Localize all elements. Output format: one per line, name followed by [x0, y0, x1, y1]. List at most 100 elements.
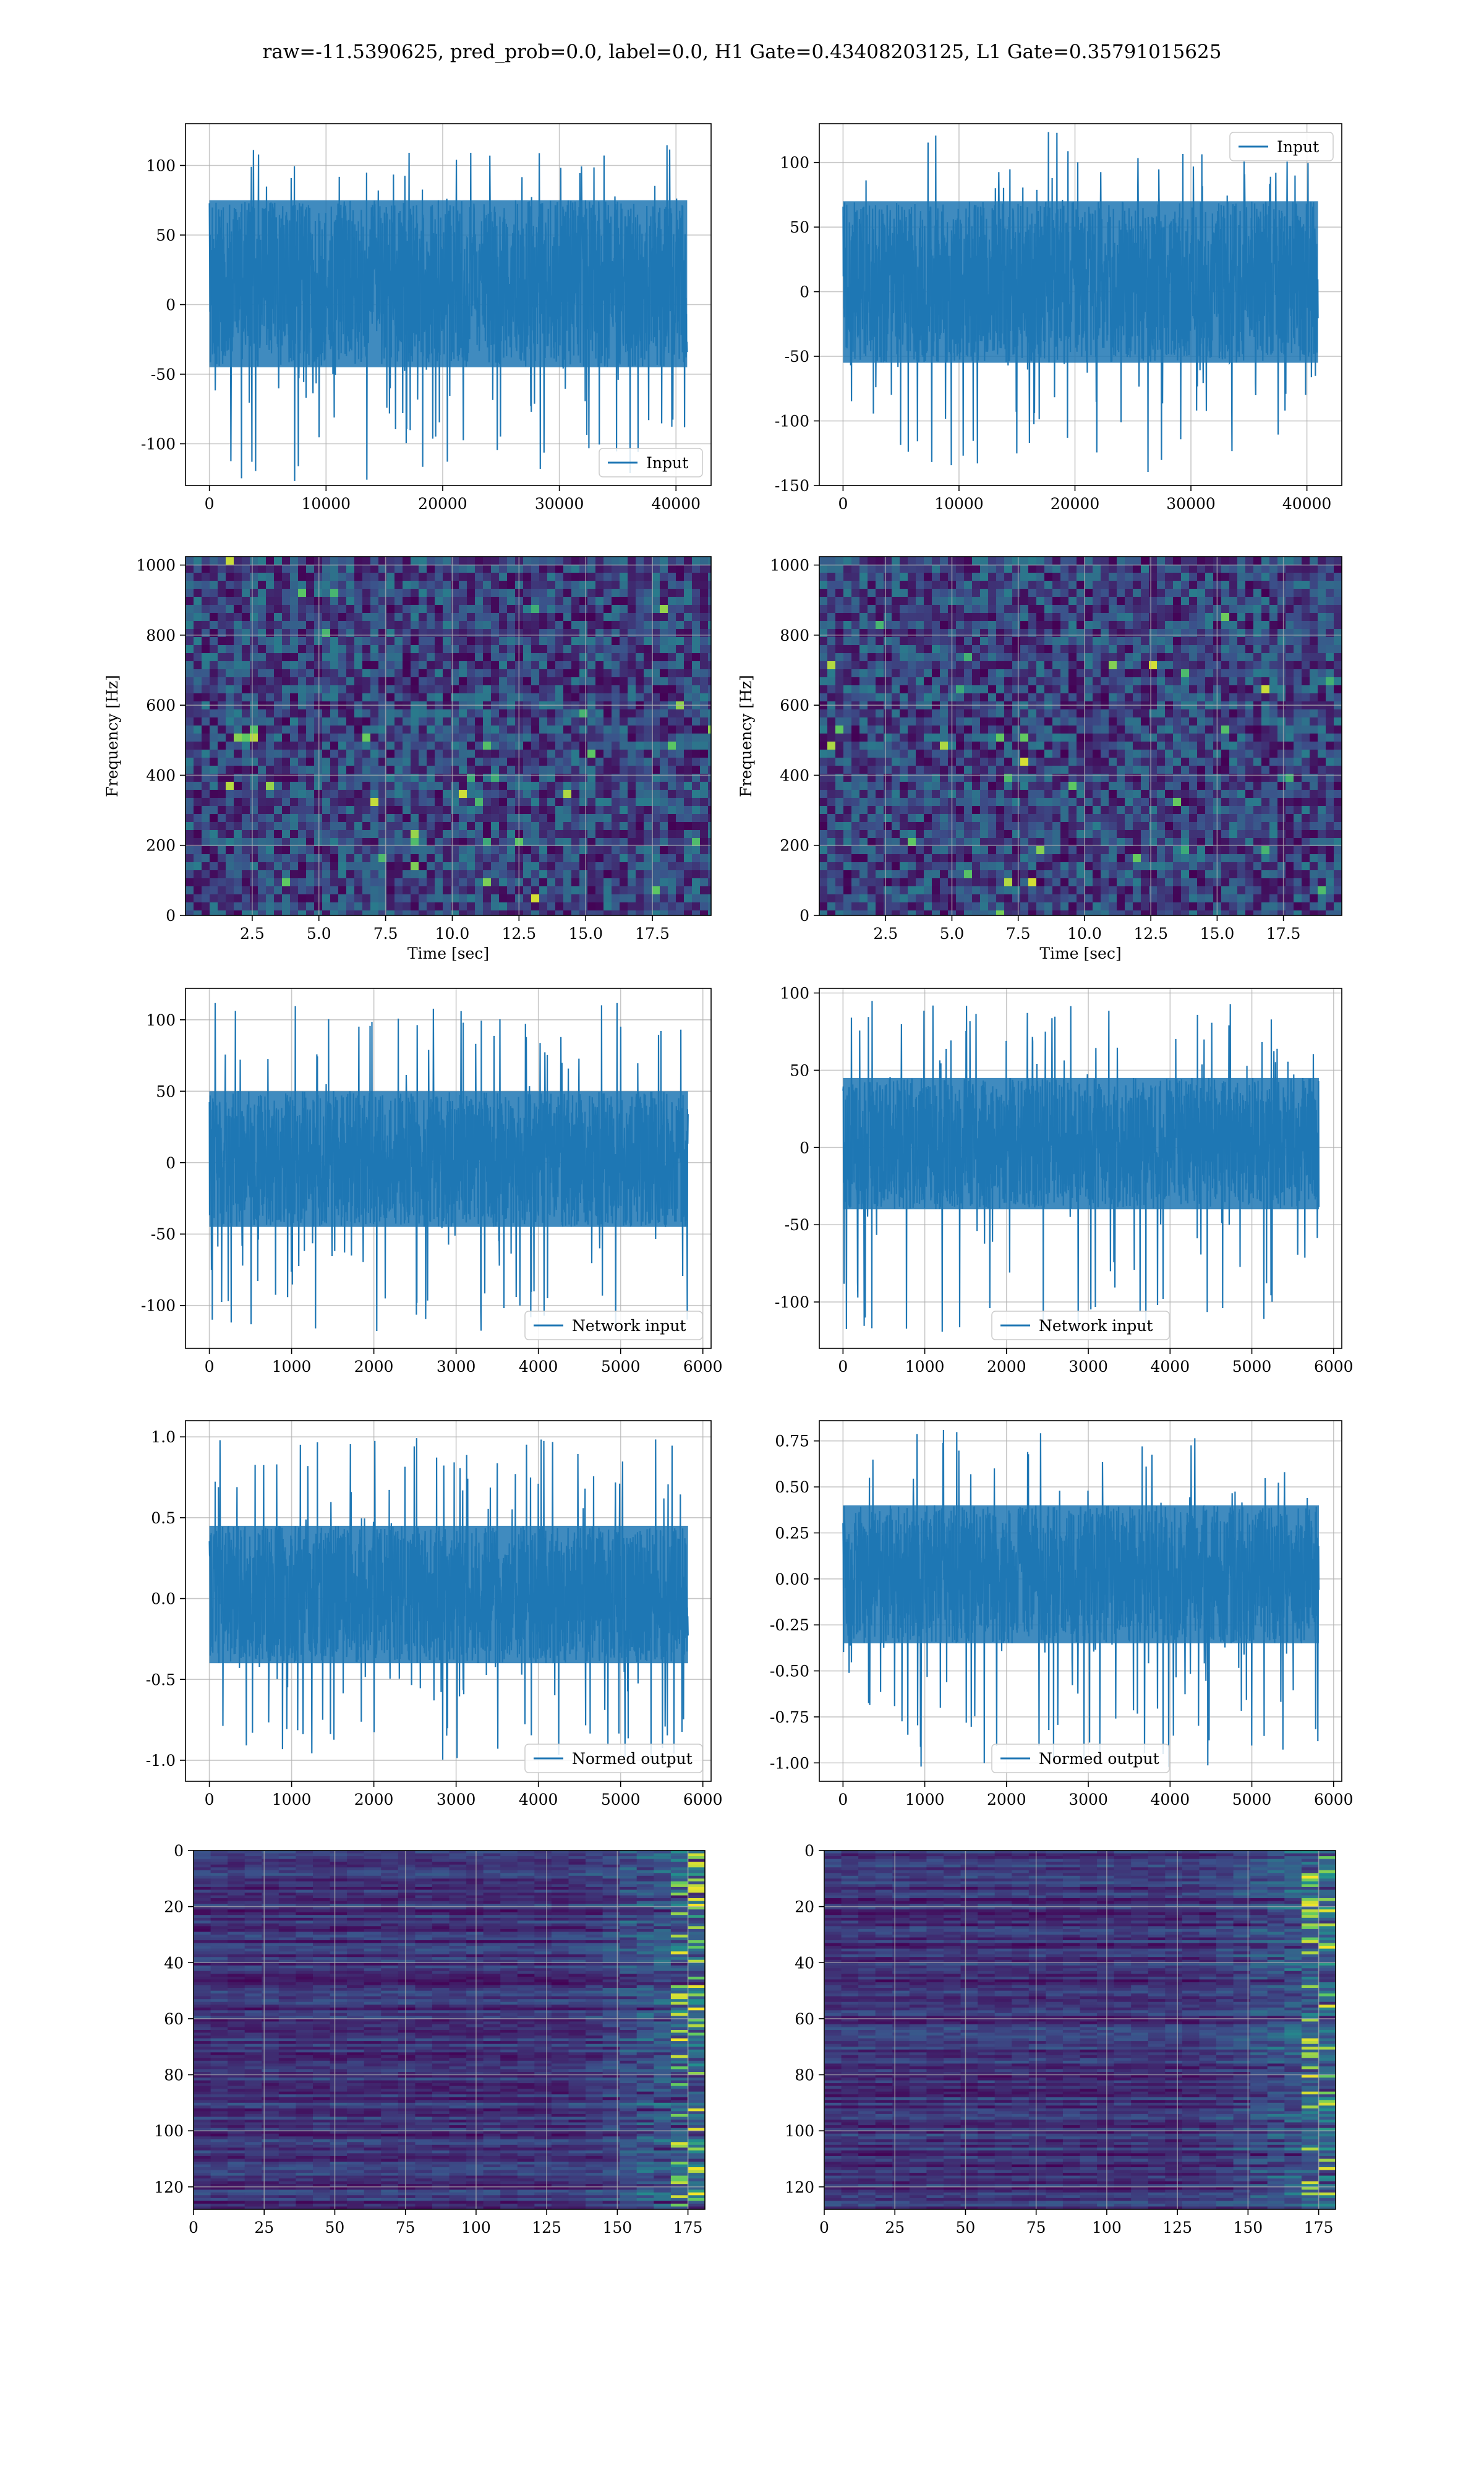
r2c1-cell	[499, 742, 508, 750]
r2c1-cell	[186, 838, 194, 847]
r2c2-cell	[916, 637, 924, 646]
r2c1-cell	[571, 838, 580, 847]
r2c1-cell	[411, 613, 419, 622]
r2c1-cell	[555, 629, 564, 638]
r2c1-cell	[595, 750, 604, 758]
r2c1-cell	[346, 693, 355, 702]
r2c2-cell	[1165, 758, 1174, 766]
r2c2-cell	[1109, 589, 1117, 597]
r2c1-cell	[628, 806, 636, 815]
r2c1-cell	[346, 726, 355, 734]
r2c1-cell	[531, 838, 540, 847]
r2c1-cell	[290, 653, 299, 662]
r2c1-cell	[386, 886, 395, 895]
r2c2-cell	[1221, 774, 1230, 782]
r2c1-cell	[475, 637, 484, 646]
r2c2-cell	[1318, 621, 1326, 630]
r2c1-cell	[258, 870, 267, 879]
r2c2-cell	[851, 782, 860, 790]
r2c1-cell	[692, 605, 701, 614]
r2c1-cell	[660, 846, 668, 855]
r2c1-cell	[636, 862, 644, 871]
r2c1-cell	[435, 653, 443, 662]
r2c2-cell	[1141, 734, 1149, 742]
r2c1-cell	[692, 637, 701, 646]
r2c2-cell	[1286, 758, 1294, 766]
r2c1-cell	[523, 782, 532, 790]
r2c1-cell	[636, 870, 644, 879]
r2c1-cell	[218, 886, 226, 895]
r2c2-cell	[843, 774, 852, 782]
r2c2-cell	[1261, 766, 1270, 774]
r2c1-cell	[612, 902, 620, 911]
r2c1-cell	[250, 870, 258, 879]
r2c1-cell	[628, 613, 636, 622]
r2c2-cell	[908, 661, 916, 670]
r2c1-cell	[226, 709, 234, 718]
r2c2-cell	[964, 645, 973, 654]
r2c1-cell	[467, 838, 475, 847]
r2c1-cell	[507, 878, 516, 887]
r2c1-cell	[234, 709, 242, 718]
r2c2-cell	[900, 677, 908, 686]
r2c1-cell	[186, 734, 194, 742]
r2c1-cell	[668, 557, 676, 565]
r2c2-cell	[1318, 669, 1326, 678]
r2c2-cell	[1318, 597, 1326, 606]
r2c1-cell	[507, 645, 516, 654]
r2c1-cell	[628, 790, 636, 798]
r2c2-cell	[1165, 693, 1174, 702]
r2c2-cell	[868, 709, 876, 718]
r2c1-cell	[491, 782, 500, 790]
r2c1-cell	[644, 742, 652, 750]
r2c2-cell	[1302, 661, 1310, 670]
r2c1-cell	[427, 709, 435, 718]
r2c1-cell	[298, 621, 307, 630]
r2c2-cell	[932, 573, 940, 581]
r2c1-cell	[700, 742, 709, 750]
r2c1-cell	[258, 878, 267, 887]
r2c1-cell	[499, 565, 508, 573]
r2c1-cell	[282, 565, 291, 573]
r2c1-cell	[507, 910, 516, 915]
r2c2-cell	[1085, 758, 1093, 766]
r2c1-cell	[322, 653, 331, 662]
r2c2-cell	[988, 557, 997, 565]
r2c1-cell	[571, 734, 580, 742]
r2c1-cell	[314, 862, 323, 871]
r2c1-cell	[419, 886, 427, 895]
r2c1-cell	[394, 621, 403, 630]
r2c1-cell	[419, 894, 427, 903]
r2c1-cell	[274, 565, 283, 573]
r2c2-cell	[972, 750, 981, 758]
r2c1-cell	[322, 573, 331, 581]
r2c1-cell	[660, 742, 668, 750]
r2c1-cell	[547, 661, 556, 670]
r2c1-cell	[403, 605, 411, 614]
r2c2-cell	[1261, 750, 1270, 758]
r2c2-cell	[1109, 717, 1117, 726]
r2c1-cell	[258, 589, 267, 597]
r2c1-cell	[692, 766, 701, 774]
r2c1-cell	[419, 806, 427, 815]
r2c2-cell	[1077, 645, 1085, 654]
r2c1-cell	[306, 709, 315, 718]
r2c1-cell	[555, 693, 564, 702]
r2c1-cell	[700, 669, 709, 678]
r2c2-cell	[1181, 726, 1190, 734]
r2c2-cell	[1286, 661, 1294, 670]
r2c1-cell	[644, 629, 652, 638]
r2c2-cell	[908, 685, 916, 694]
r2c1-cell	[523, 661, 532, 670]
r2c2-cell	[1141, 677, 1149, 686]
r2c1-cell	[483, 589, 492, 597]
r2c1-cell	[652, 766, 660, 774]
r2c1-cell	[194, 573, 202, 581]
r2c1-cell	[668, 717, 676, 726]
r2c2-cell	[1085, 605, 1093, 614]
r2c1-cell	[668, 581, 676, 589]
r2c2-cell	[819, 693, 828, 702]
r2c1-cell	[378, 854, 387, 863]
r2c2-cell	[972, 621, 981, 630]
